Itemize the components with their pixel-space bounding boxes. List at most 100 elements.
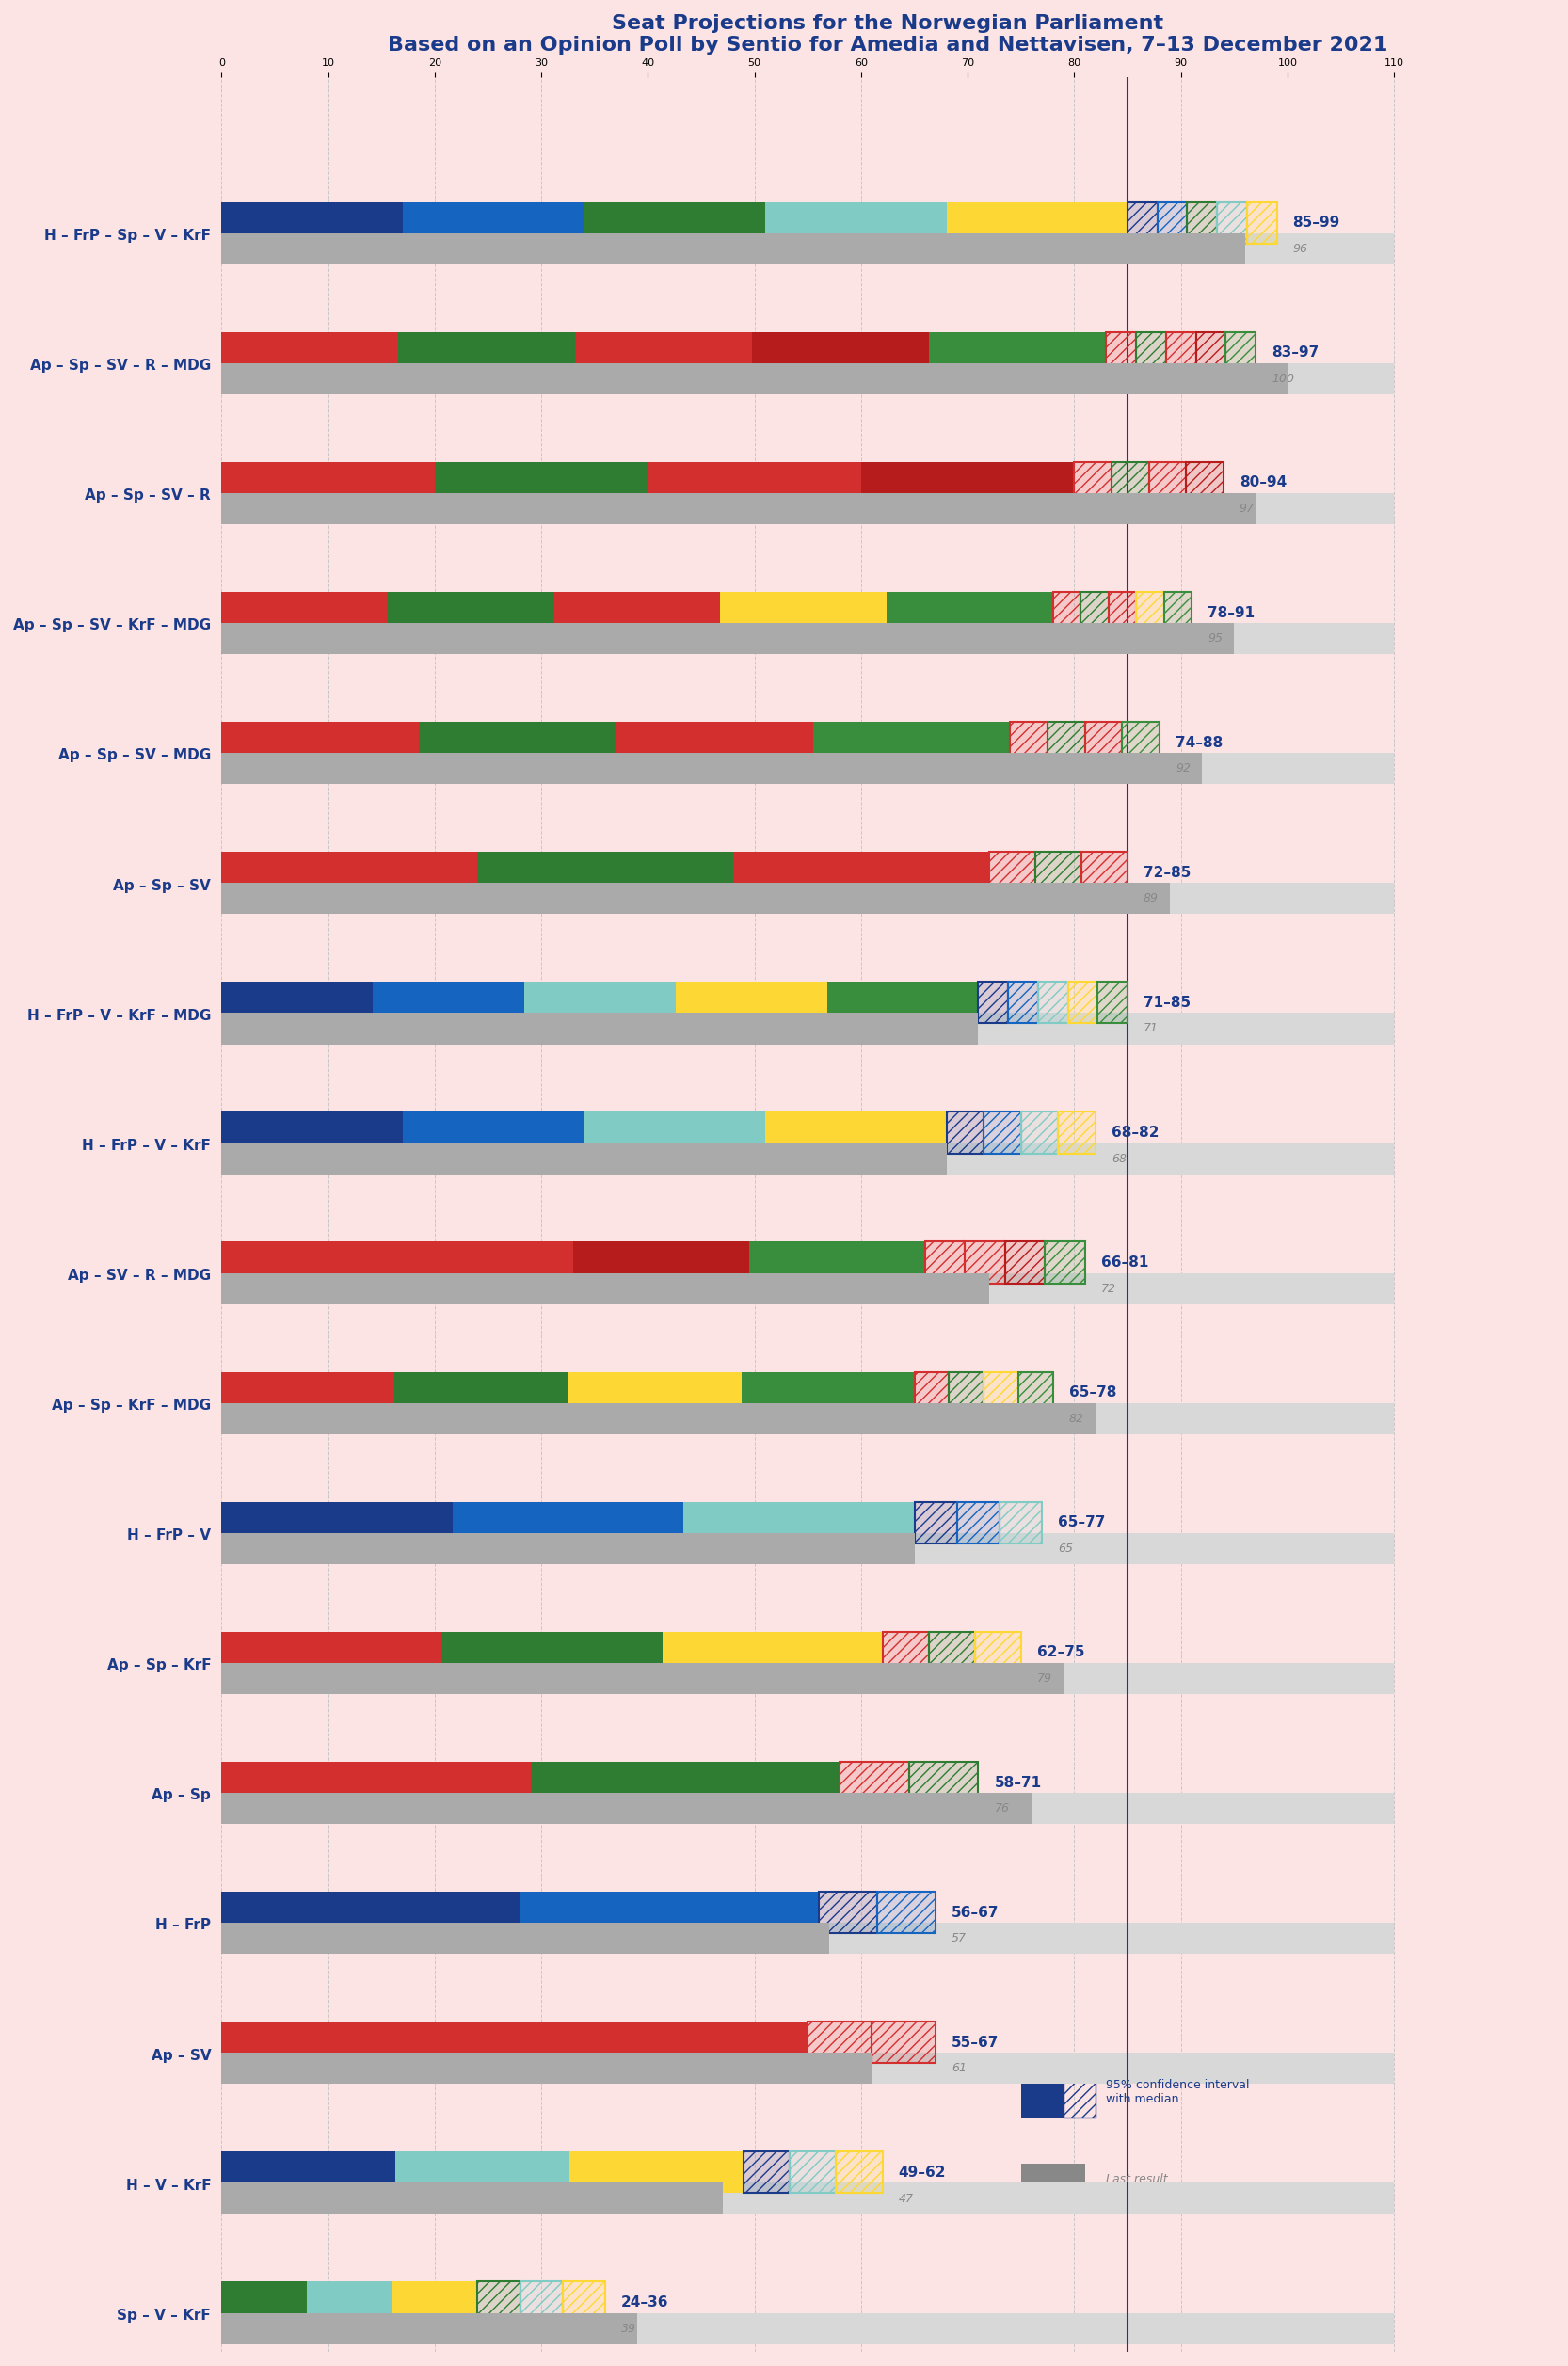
- Bar: [1021, 2163, 1085, 2196]
- Bar: [914, 1502, 956, 1543]
- Bar: [676, 982, 826, 1024]
- Bar: [1021, 1112, 1058, 1152]
- Bar: [387, 592, 554, 634]
- Text: 82: 82: [1069, 1413, 1083, 1424]
- Text: 79: 79: [1036, 1673, 1052, 1685]
- Bar: [1038, 982, 1068, 1024]
- Bar: [221, 492, 1256, 525]
- Bar: [928, 1633, 975, 1673]
- Bar: [1085, 722, 1123, 764]
- Bar: [1112, 461, 1149, 504]
- Text: 96: 96: [1292, 244, 1308, 256]
- Bar: [221, 201, 403, 244]
- Bar: [765, 1112, 947, 1152]
- Text: Ap – Sp – SV – MDG: Ap – Sp – SV – MDG: [58, 748, 212, 762]
- Text: 24–36: 24–36: [621, 2295, 670, 2309]
- Bar: [477, 2281, 521, 2323]
- Bar: [221, 234, 1245, 265]
- Bar: [403, 201, 583, 244]
- Bar: [221, 1502, 453, 1543]
- Bar: [956, 1502, 1000, 1543]
- Bar: [403, 1112, 583, 1152]
- Text: 97: 97: [1239, 502, 1254, 516]
- Bar: [569, 2151, 743, 2193]
- Text: Sp – V – KrF: Sp – V – KrF: [118, 2309, 212, 2323]
- Bar: [1123, 722, 1159, 764]
- Text: 95% confidence interval
with median: 95% confidence interval with median: [1107, 2080, 1250, 2106]
- Bar: [1149, 461, 1185, 504]
- Bar: [1074, 461, 1112, 504]
- Bar: [307, 2281, 392, 2323]
- Text: 65–78: 65–78: [1069, 1386, 1116, 1401]
- Text: Ap – Sp – SV – KrF – MDG: Ap – Sp – SV – KrF – MDG: [13, 618, 212, 632]
- Text: Ap – Sp – KrF: Ap – Sp – KrF: [107, 1659, 212, 1673]
- Bar: [1187, 201, 1217, 244]
- Bar: [453, 1502, 684, 1543]
- Title: Seat Projections for the Norwegian Parliament
Based on an Opinion Poll by Sentio: Seat Projections for the Norwegian Parli…: [387, 14, 1388, 54]
- Bar: [1107, 331, 1137, 374]
- Bar: [1098, 982, 1127, 1024]
- Bar: [221, 1793, 1394, 1824]
- Bar: [826, 982, 978, 1024]
- Bar: [221, 2184, 723, 2215]
- Bar: [814, 722, 1010, 764]
- Bar: [925, 1242, 964, 1282]
- Bar: [886, 592, 1054, 634]
- Bar: [1063, 2066, 1096, 2118]
- Bar: [434, 461, 648, 504]
- Text: Ap – Sp – SV: Ap – Sp – SV: [113, 878, 212, 892]
- Bar: [1185, 461, 1223, 504]
- Bar: [1226, 331, 1256, 374]
- Bar: [914, 1372, 949, 1413]
- Bar: [221, 1663, 1063, 1694]
- Bar: [1196, 331, 1226, 374]
- Bar: [554, 592, 720, 634]
- Bar: [1107, 331, 1137, 374]
- Bar: [221, 982, 373, 1024]
- Bar: [1217, 201, 1247, 244]
- Bar: [790, 2151, 836, 2193]
- Bar: [662, 1633, 883, 1673]
- Bar: [818, 1893, 877, 1933]
- Bar: [1068, 982, 1098, 1024]
- Bar: [221, 622, 1394, 655]
- Bar: [221, 1533, 1394, 1564]
- Bar: [524, 982, 676, 1024]
- Bar: [221, 752, 1203, 783]
- Bar: [1098, 982, 1127, 1024]
- Bar: [221, 1273, 989, 1304]
- Bar: [1167, 331, 1196, 374]
- Bar: [221, 1924, 1394, 1954]
- Bar: [221, 1924, 829, 1954]
- Bar: [221, 2314, 637, 2345]
- Bar: [872, 2021, 936, 2063]
- Bar: [221, 1242, 397, 1282]
- Text: 78–91: 78–91: [1207, 606, 1254, 620]
- Text: Last result: Last result: [1107, 2172, 1168, 2186]
- Bar: [928, 1633, 975, 1673]
- Bar: [563, 2281, 605, 2323]
- Bar: [1137, 592, 1163, 634]
- Bar: [1247, 201, 1276, 244]
- Text: 85–99: 85–99: [1292, 215, 1341, 230]
- Bar: [861, 461, 1074, 504]
- Bar: [1000, 1502, 1043, 1543]
- Bar: [1000, 1502, 1043, 1543]
- Text: 83–97: 83–97: [1272, 345, 1319, 360]
- Text: H – FrP: H – FrP: [155, 1919, 212, 1933]
- Text: 65: 65: [1058, 1543, 1074, 1554]
- Bar: [1163, 592, 1192, 634]
- Bar: [914, 1372, 949, 1413]
- Bar: [1163, 592, 1192, 634]
- Bar: [221, 2314, 1394, 2345]
- Text: 80–94: 80–94: [1239, 476, 1287, 490]
- Bar: [1047, 722, 1085, 764]
- Bar: [983, 1112, 1021, 1152]
- Bar: [221, 1112, 403, 1152]
- Bar: [743, 2151, 790, 2193]
- Bar: [1008, 982, 1038, 1024]
- Bar: [720, 592, 886, 634]
- Bar: [221, 362, 1287, 395]
- Text: Ap – Sp – SV – R: Ap – Sp – SV – R: [85, 490, 212, 502]
- Bar: [221, 883, 1394, 913]
